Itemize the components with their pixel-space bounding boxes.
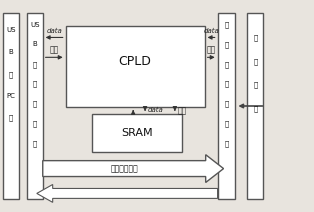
- Text: 头: 头: [253, 106, 257, 112]
- Bar: [92, 114, 182, 152]
- Text: 控制: 控制: [50, 45, 59, 54]
- Text: SRAM: SRAM: [121, 128, 153, 138]
- Bar: [3, 13, 19, 199]
- Text: B: B: [8, 49, 13, 55]
- Text: 输: 输: [33, 81, 37, 87]
- Text: 编程控制信号: 编程控制信号: [110, 164, 138, 173]
- Bar: [66, 25, 205, 107]
- Text: data: data: [46, 28, 62, 35]
- Text: PC: PC: [7, 93, 15, 99]
- Text: data: data: [203, 28, 219, 35]
- Text: 器: 器: [33, 140, 37, 147]
- Text: 别: 别: [225, 81, 229, 87]
- Polygon shape: [37, 184, 218, 202]
- Text: 学: 学: [253, 58, 257, 65]
- Bar: [218, 13, 236, 199]
- Text: 光: 光: [253, 34, 257, 41]
- Text: 镜: 镜: [253, 82, 257, 88]
- Bar: [27, 13, 43, 199]
- Text: 勤: 勤: [9, 71, 13, 78]
- Text: US: US: [30, 22, 40, 28]
- Text: CPLD: CPLD: [119, 55, 152, 68]
- Text: 传: 传: [225, 101, 229, 107]
- Text: 控制: 控制: [207, 45, 216, 54]
- Polygon shape: [43, 155, 224, 183]
- Text: 机: 机: [9, 115, 13, 121]
- Text: 制: 制: [33, 121, 37, 127]
- Text: B: B: [32, 41, 37, 47]
- Bar: [247, 13, 263, 199]
- Text: US: US: [6, 28, 16, 33]
- Text: 器: 器: [225, 140, 229, 147]
- Text: 识: 识: [225, 61, 229, 68]
- Text: 控: 控: [33, 101, 37, 107]
- Text: 纹: 纹: [225, 41, 229, 48]
- Text: 传: 传: [33, 61, 37, 68]
- Text: 控制: 控制: [178, 106, 187, 115]
- Text: 感: 感: [225, 121, 229, 127]
- Text: 指: 指: [225, 21, 229, 28]
- Text: data: data: [148, 107, 164, 113]
